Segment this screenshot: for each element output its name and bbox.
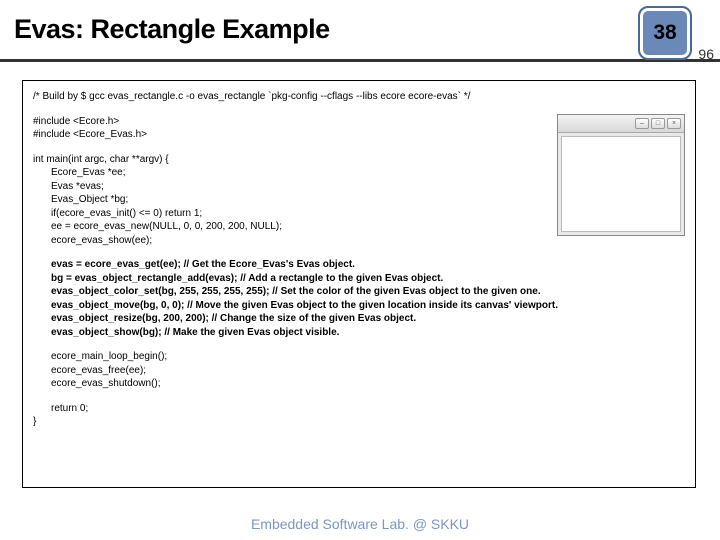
- badge-wrap: 38: [638, 6, 692, 60]
- output-window-preview: – □ ×: [557, 114, 685, 236]
- return-block: return 0; }: [33, 402, 685, 429]
- window-titlebar: – □ ×: [558, 115, 684, 133]
- code-line: bg = evas_object_rectangle_add(evas); //…: [33, 272, 685, 286]
- footer-text: Embedded Software Lab. @ SKKU: [0, 516, 720, 532]
- window-body: [561, 136, 681, 232]
- teardown-block: ecore_main_loop_begin(); ecore_evas_free…: [33, 350, 685, 391]
- slide: Evas: Rectangle Example 38 96 /* Build b…: [0, 0, 720, 540]
- slide-number-badge: 38: [638, 6, 692, 60]
- code-line: evas = ecore_evas_get(ee); // Get the Ec…: [33, 258, 685, 272]
- build-comment-block: /* Build by $ gcc evas_rectangle.c -o ev…: [33, 90, 685, 104]
- code-line: evas_object_color_set(bg, 255, 255, 255,…: [33, 285, 685, 299]
- code-line: /* Build by $ gcc evas_rectangle.c -o ev…: [33, 90, 685, 104]
- header: Evas: Rectangle Example 38 96: [0, 0, 720, 62]
- code-line: }: [33, 415, 685, 429]
- code-line: evas_object_resize(bg, 200, 200); // Cha…: [33, 312, 685, 326]
- slide-number-text: 38: [653, 21, 676, 45]
- close-icon: ×: [667, 118, 681, 129]
- code-line: evas_object_move(bg, 0, 0); // Move the …: [33, 299, 685, 313]
- minimize-icon: –: [635, 118, 649, 129]
- highlighted-block: evas = ecore_evas_get(ee); // Get the Ec…: [33, 258, 685, 339]
- maximize-icon: □: [651, 118, 665, 129]
- code-line: ecore_evas_free(ee);: [33, 364, 685, 378]
- code-line: evas_object_show(bg); // Make the given …: [33, 326, 685, 340]
- code-line: ecore_evas_shutdown();: [33, 377, 685, 391]
- total-pages: 96: [698, 46, 714, 62]
- slide-title: Evas: Rectangle Example: [14, 14, 330, 45]
- code-box: /* Build by $ gcc evas_rectangle.c -o ev…: [22, 80, 696, 488]
- code-line: return 0;: [33, 402, 685, 416]
- code-line: ecore_main_loop_begin();: [33, 350, 685, 364]
